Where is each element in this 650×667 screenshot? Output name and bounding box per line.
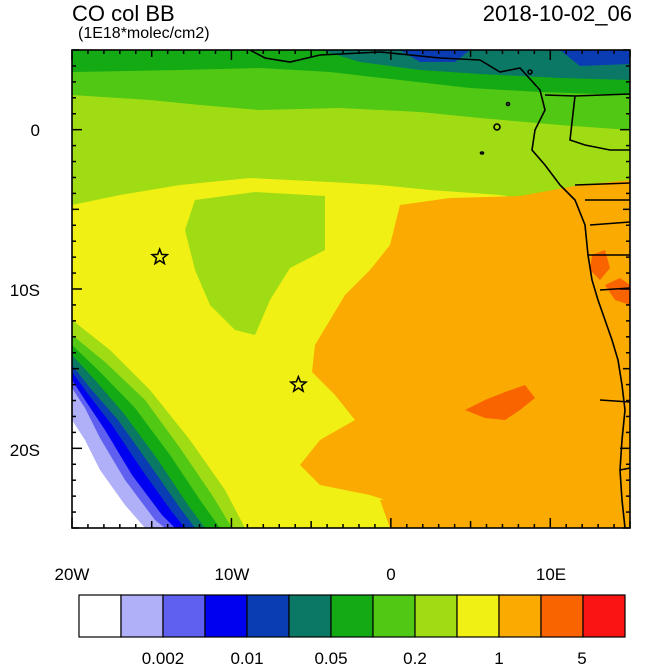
colorbar-label: 0.2 <box>403 649 427 667</box>
colorbar-labels: 0.002 0.01 0.05 0.2 1 5 <box>142 649 587 667</box>
variable-title: CO col BB <box>72 1 175 26</box>
x-tick-label: 10E <box>536 565 566 584</box>
colorbar-label: 0.002 <box>142 649 185 667</box>
colorbar <box>78 594 626 638</box>
colorbar-swatch <box>78 594 122 638</box>
tick-marks <box>71 49 631 529</box>
colorbar-swatch <box>582 594 626 638</box>
colorbar-swatch <box>246 594 290 638</box>
star-west-icon <box>150 246 170 266</box>
colorbar-swatch <box>204 594 248 638</box>
timestamp: 2018-10-02_06 <box>482 1 632 26</box>
colorbar-swatch <box>372 594 416 638</box>
y-tick-label: 0 <box>31 121 40 140</box>
colorbar-label: 0.01 <box>230 649 263 667</box>
colorbar-swatch <box>456 594 500 638</box>
colorbar-swatch <box>498 594 542 638</box>
colorbar-swatch <box>414 594 458 638</box>
site-markers <box>150 246 308 393</box>
y-tick-label: 10S <box>10 281 40 300</box>
coastline <box>249 50 630 528</box>
colorbar-label: 5 <box>577 649 586 667</box>
y-tick-label: 20S <box>10 441 40 460</box>
colorbar-swatch <box>120 594 164 638</box>
colorbar-swatch <box>288 594 332 638</box>
colorbar-swatch <box>540 594 584 638</box>
colorbar-label: 1 <box>494 649 503 667</box>
colorbar-label: 0.05 <box>314 649 347 667</box>
concentration-field <box>72 50 630 528</box>
star-south-icon <box>288 374 308 393</box>
colorbar-swatch <box>330 594 374 638</box>
x-tick-label: 0 <box>386 565 395 584</box>
x-tick-label: 20W <box>55 565 90 584</box>
units-label: (1E18*molec/cm2) <box>78 25 210 42</box>
x-tick-label: 10W <box>215 565 250 584</box>
colorbar-swatch <box>162 594 206 638</box>
